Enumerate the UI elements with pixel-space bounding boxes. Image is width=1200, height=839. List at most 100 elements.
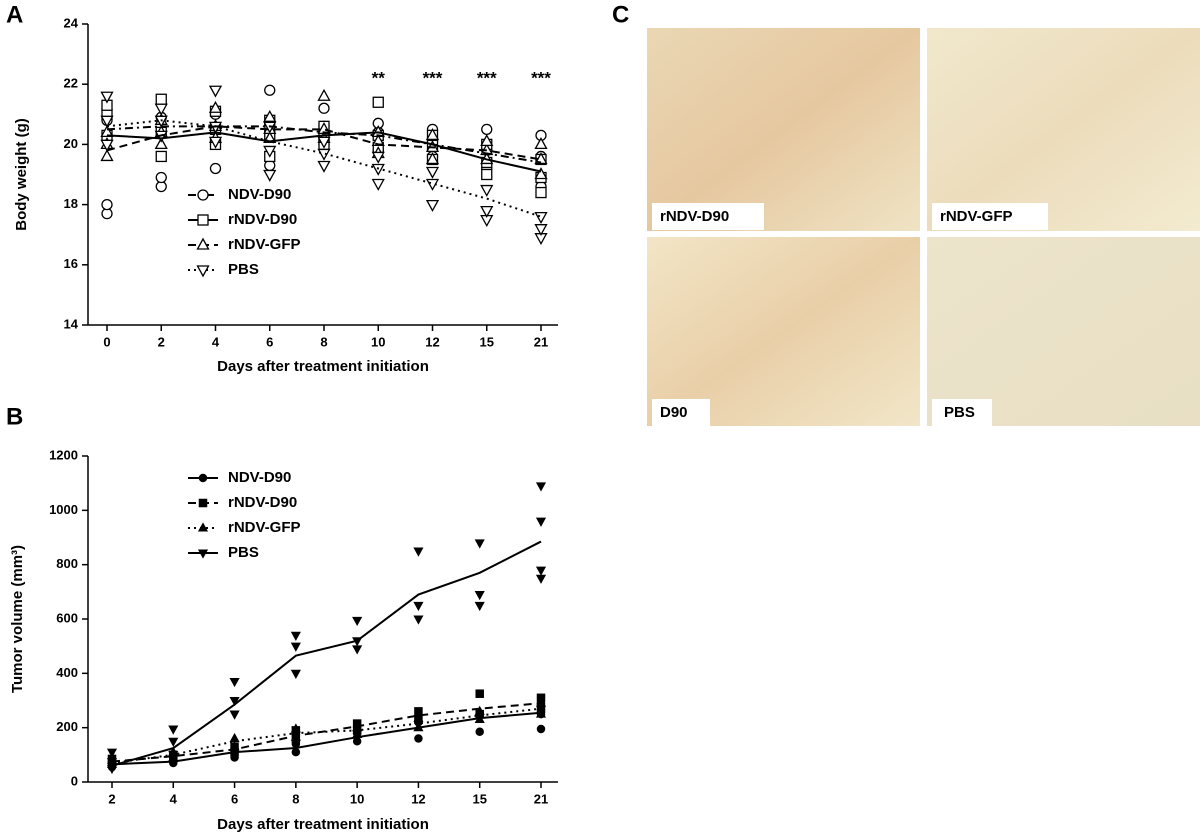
marker bbox=[480, 184, 494, 197]
micrograph-image bbox=[927, 237, 1200, 426]
y-tick-label: 22 bbox=[64, 76, 78, 91]
x-tick-label: 10 bbox=[371, 334, 385, 349]
marker bbox=[371, 178, 385, 191]
series-line bbox=[106, 125, 542, 161]
marker bbox=[290, 642, 301, 652]
marker bbox=[425, 152, 440, 165]
marker bbox=[474, 601, 485, 612]
x-tick-label: 8 bbox=[320, 334, 327, 349]
marker bbox=[425, 199, 440, 212]
marker bbox=[480, 134, 494, 147]
marker bbox=[291, 747, 301, 757]
marker bbox=[208, 85, 223, 98]
marker bbox=[154, 103, 168, 116]
marker bbox=[371, 151, 385, 164]
marker bbox=[229, 732, 240, 743]
x-axis-label: Days after treatment initiation bbox=[217, 358, 429, 375]
marker bbox=[263, 109, 277, 122]
series-line bbox=[106, 125, 542, 164]
legend-marker bbox=[198, 498, 208, 508]
series-line bbox=[111, 707, 542, 764]
legend-marker bbox=[196, 237, 210, 250]
x-axis-label: Days after treatment initiation bbox=[217, 816, 429, 833]
marker bbox=[317, 88, 331, 101]
series-line bbox=[111, 711, 542, 766]
series-line bbox=[111, 540, 542, 767]
marker bbox=[155, 150, 167, 163]
annotation: *** bbox=[423, 68, 443, 87]
marker bbox=[318, 102, 330, 114]
micrograph-label: D90 bbox=[660, 404, 688, 421]
x-tick-label: 10 bbox=[350, 791, 364, 806]
label-box bbox=[652, 203, 764, 230]
y-axis-label: Tumor volume (mm³) bbox=[9, 545, 26, 693]
x-tick-label: 4 bbox=[212, 334, 220, 349]
marker bbox=[534, 224, 548, 237]
marker bbox=[352, 737, 362, 746]
marker bbox=[290, 723, 301, 733]
x-tick-label: 21 bbox=[534, 791, 548, 806]
y-tick-label: 200 bbox=[56, 719, 78, 734]
micrograph: rNDV-GFP bbox=[927, 28, 1200, 231]
x-tick-label: 12 bbox=[411, 791, 425, 806]
marker bbox=[317, 160, 331, 173]
micrograph: rNDV-D90 bbox=[647, 28, 920, 231]
marker bbox=[290, 631, 301, 641]
y-tick-label: 14 bbox=[64, 316, 79, 331]
micrograph-label: rNDV-GFP bbox=[940, 208, 1013, 225]
marker bbox=[535, 566, 547, 576]
marker bbox=[155, 93, 167, 105]
marker bbox=[474, 591, 485, 601]
marker bbox=[535, 574, 547, 584]
marker bbox=[290, 669, 301, 680]
annotation: ** bbox=[372, 68, 386, 87]
marker bbox=[474, 705, 485, 715]
label-box bbox=[652, 399, 710, 426]
y-axis-label: Body weight (g) bbox=[13, 118, 30, 231]
marker bbox=[106, 748, 118, 758]
marker bbox=[475, 727, 484, 736]
marker bbox=[229, 710, 240, 720]
marker bbox=[414, 734, 423, 743]
legend-label: PBS bbox=[228, 261, 259, 278]
marker bbox=[425, 166, 440, 179]
marker bbox=[413, 615, 424, 625]
micrograph: D90 bbox=[647, 237, 920, 426]
y-tick-label: 1000 bbox=[49, 502, 78, 517]
marker bbox=[263, 145, 277, 158]
legend-label: NDV-D90 bbox=[228, 469, 291, 486]
y-tick-label: 400 bbox=[56, 665, 78, 680]
marker bbox=[208, 136, 223, 149]
legend-label: rNDV-D90 bbox=[228, 211, 297, 228]
marker bbox=[168, 737, 179, 747]
x-tick-label: 4 bbox=[170, 791, 178, 806]
label-box bbox=[932, 203, 1048, 230]
marker bbox=[534, 211, 548, 224]
marker bbox=[100, 91, 114, 104]
marker bbox=[535, 517, 547, 527]
marker bbox=[101, 198, 113, 211]
marker bbox=[480, 205, 494, 218]
marker bbox=[534, 167, 548, 180]
micrograph-label: PBS bbox=[944, 404, 975, 421]
series-line bbox=[106, 131, 542, 173]
series-line bbox=[111, 702, 542, 763]
marker bbox=[208, 100, 223, 113]
legend-label: rNDV-D90 bbox=[228, 494, 297, 511]
y-tick-label: 800 bbox=[56, 556, 78, 571]
y-tick-label: 16 bbox=[64, 256, 78, 271]
y-tick-label: 20 bbox=[64, 136, 78, 151]
marker bbox=[264, 84, 276, 96]
legend-label: rNDV-GFP bbox=[228, 519, 301, 536]
marker bbox=[372, 96, 384, 108]
x-tick-label: 21 bbox=[534, 334, 548, 349]
legend-label: rNDV-GFP bbox=[228, 236, 301, 253]
marker bbox=[535, 186, 547, 199]
legend-marker bbox=[197, 189, 209, 201]
micrograph: PBS bbox=[927, 237, 1200, 426]
marker bbox=[534, 137, 548, 150]
legend-label: NDV-D90 bbox=[228, 186, 291, 203]
legend-label: PBS bbox=[228, 544, 259, 561]
marker bbox=[413, 601, 424, 612]
